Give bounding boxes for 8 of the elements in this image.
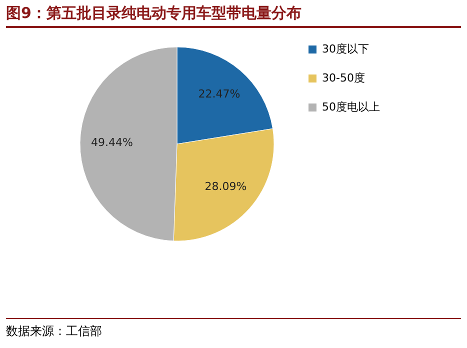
chart-title: 图9：第五批目录纯电动专用车型带电量分布 (6, 4, 461, 28)
legend-label: 30度以下 (322, 42, 369, 56)
data-label: 28.09% (204, 180, 247, 194)
source-note: 数据来源：工信部 (6, 318, 461, 340)
legend-label: 50度电以上 (322, 100, 380, 114)
legend-label: 30-50度 (322, 72, 365, 84)
data-label: 49.44% (91, 136, 133, 149)
data-label: 22.47% (198, 88, 240, 101)
